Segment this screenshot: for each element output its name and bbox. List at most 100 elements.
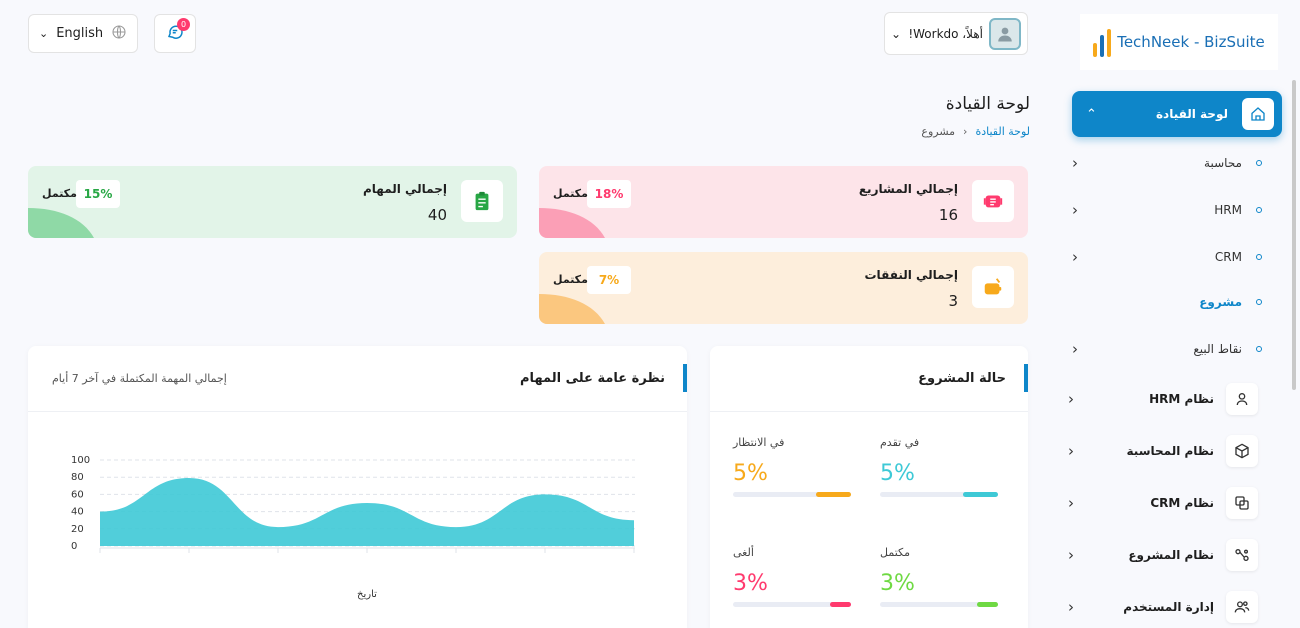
total-tasks-card: إجمالي المهام 40 15% مكتمل — [28, 166, 517, 238]
project-status-panel: حالة المشروع في تقدم 5% في الانتظار 5% م… — [710, 346, 1028, 628]
tasks-area-chart: 100 80 60 40 20 0 تاريخ — [71, 455, 635, 600]
sidebar-item-label: نظام HRM — [1149, 392, 1214, 406]
status-progress-fill — [829, 602, 851, 607]
sidebar-item-dashboard[interactable]: لوحة القيادة ⌃ — [1072, 91, 1282, 137]
card-wave-decoration — [539, 208, 605, 238]
chevron-left-icon: ‹ — [1072, 201, 1078, 219]
chevron-left-icon: ‹ — [1072, 340, 1078, 358]
tasks-overview-panel: نظرة عامة على المهام إجمالي المهمة المكت… — [28, 346, 687, 628]
status-progress — [733, 602, 851, 607]
sidebar-scrollbar[interactable] — [1292, 80, 1296, 390]
messages-button[interactable]: 0 — [154, 14, 196, 53]
sidebar-item-label: لوحة القيادة — [1155, 107, 1228, 121]
bullet-icon — [1256, 254, 1262, 260]
panel-title: نظرة عامة على المهام — [520, 371, 665, 386]
chevron-up-icon: ⌃ — [1086, 106, 1097, 122]
user-icon — [1226, 383, 1258, 415]
breadcrumb-home[interactable]: لوحة القيادة — [975, 125, 1030, 138]
sidebar-item-accounting-system[interactable]: نظام المحاسبة ‹ — [1068, 433, 1258, 469]
chevron-left-icon: ‹ — [1068, 598, 1074, 616]
stat-status: مكتمل — [553, 187, 588, 200]
wallet-icon — [972, 266, 1014, 308]
breadcrumb: لوحة القيادة ‹ مشروع — [921, 125, 1030, 138]
chart-y-tick: 100 — [71, 455, 90, 466]
sidebar-subitem-pos[interactable]: نقاط البيع ‹ — [1072, 334, 1262, 364]
panel-subtitle: إجمالي المهمة المكتملة في آخر 7 أيام — [52, 372, 227, 385]
card-wave-decoration — [539, 294, 605, 324]
page-title: لوحة القيادة — [945, 94, 1030, 114]
stat-percent: 18% — [587, 180, 631, 208]
panel-accent — [683, 364, 687, 392]
stat-status: مكتمل — [42, 187, 77, 200]
panel-header: حالة المشروع — [710, 346, 1028, 412]
chart-y-tick: 40 — [71, 507, 84, 518]
stat-percent: 7% — [587, 266, 631, 294]
sidebar-subitem-label: HRM — [1214, 203, 1242, 217]
chevron-left-icon: ‹ — [963, 125, 968, 138]
status-label: مكتمل — [880, 546, 910, 559]
status-canceled: ألغى 3% — [733, 546, 851, 607]
stat-value: 40 — [427, 206, 447, 224]
sidebar-subitem-crm[interactable]: CRM ‹ — [1072, 242, 1262, 272]
box-icon — [1226, 435, 1258, 467]
sidebar-subitem-label: CRM — [1214, 250, 1242, 264]
sidebar-item-label: نظام المشروع — [1128, 548, 1214, 562]
avatar — [989, 17, 1021, 50]
status-progress-fill — [962, 492, 998, 497]
chevron-left-icon: ‹ — [1068, 494, 1074, 512]
status-progress-fill — [815, 492, 851, 497]
bullet-icon — [1256, 346, 1262, 352]
logo-icon — [1093, 27, 1112, 57]
bullet-icon — [1256, 160, 1262, 166]
panel-accent — [1024, 364, 1028, 392]
briefcase-icon — [972, 180, 1014, 222]
chart-y-tick: 0 — [71, 541, 77, 552]
language-label: English — [56, 26, 104, 41]
chart-y-tick: 80 — [71, 472, 84, 483]
status-progress — [880, 602, 998, 607]
globe-icon — [111, 24, 127, 43]
chevron-left-icon: ‹ — [1068, 442, 1074, 460]
status-progress — [880, 492, 998, 497]
sidebar-subitem-accounting[interactable]: محاسبة ‹ — [1072, 148, 1262, 178]
bullet-icon — [1256, 207, 1262, 213]
share-icon — [1226, 539, 1258, 571]
status-value: 3% — [733, 571, 768, 596]
chevron-left-icon: ‹ — [1072, 154, 1078, 172]
sidebar-item-user-management[interactable]: إدارة المستخدم ‹ — [1068, 589, 1258, 625]
stat-status: مكتمل — [553, 273, 588, 286]
layers-icon — [1226, 487, 1258, 519]
sidebar-item-crm-system[interactable]: نظام CRM ‹ — [1068, 485, 1258, 521]
chart-y-tick: 60 — [71, 489, 84, 500]
sidebar-subitem-hrm[interactable]: HRM ‹ — [1072, 195, 1262, 225]
chevron-left-icon: ‹ — [1068, 390, 1074, 408]
status-value: 5% — [733, 461, 768, 486]
chart-area-series — [100, 478, 634, 546]
stat-label: إجمالي النفقات — [864, 268, 959, 282]
bullet-icon — [1256, 299, 1262, 305]
brand-logo[interactable]: TechNeek - BizSuite — [1080, 14, 1278, 70]
brand-name: TechNeek - BizSuite — [1117, 33, 1265, 51]
stat-label: إجمالي المشاريع — [858, 182, 958, 196]
panel-title: حالة المشروع — [918, 371, 1006, 386]
stat-value: 3 — [948, 292, 958, 310]
status-progress — [733, 492, 851, 497]
sidebar-item-label: إدارة المستخدم — [1123, 600, 1214, 614]
card-wave-decoration — [28, 208, 94, 238]
sidebar-item-label: نظام CRM — [1150, 496, 1214, 510]
status-completed: مكتمل 3% — [880, 546, 998, 607]
total-expenses-card: إجمالي النفقات 3 7% مكتمل — [539, 252, 1028, 324]
stat-label: إجمالي المهام — [362, 182, 447, 196]
sidebar-item-hrm-system[interactable]: نظام HRM ‹ — [1068, 381, 1258, 417]
status-label: ألغى — [733, 546, 754, 559]
chevron-down-icon: ⌄ — [39, 27, 49, 40]
user-menu[interactable]: أهلاً، Workdo! ⌄ — [884, 12, 1028, 55]
sidebar-subitem-project[interactable]: مشروع — [1072, 287, 1262, 317]
chevron-left-icon: ‹ — [1072, 248, 1078, 266]
sidebar-subitem-label: محاسبة — [1204, 156, 1242, 170]
language-selector[interactable]: ⌄ English — [28, 14, 138, 53]
sidebar: TechNeek - BizSuite لوحة القيادة ⌃ محاسب… — [1066, 0, 1286, 628]
users-icon — [1226, 591, 1258, 623]
status-label: في الانتظار — [733, 436, 785, 449]
sidebar-item-project-system[interactable]: نظام المشروع ‹ — [1068, 537, 1258, 573]
